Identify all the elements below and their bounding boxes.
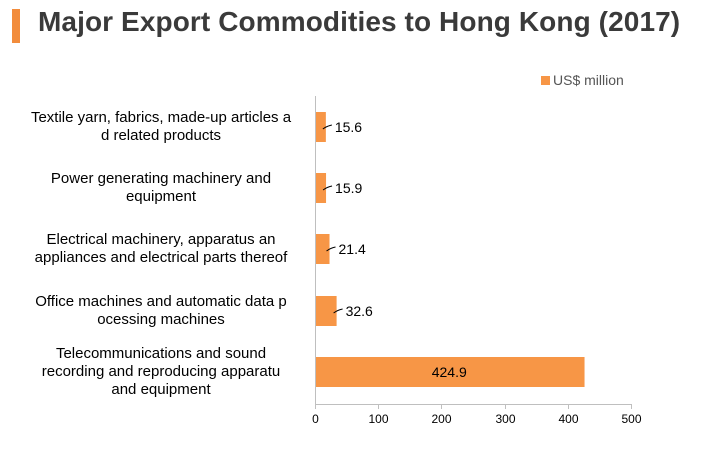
x-tick-label: 300 bbox=[495, 412, 515, 426]
legend-swatch bbox=[541, 75, 550, 85]
category-label: Office machines and automatic data p oces… bbox=[35, 293, 287, 328]
bar bbox=[316, 296, 337, 326]
data-label: 424.9 bbox=[432, 364, 467, 380]
category-label: Telecommunications and sound recording an… bbox=[41, 345, 281, 398]
legend-label: US$ million bbox=[553, 72, 624, 88]
data-label-leader bbox=[322, 124, 332, 130]
title-accent-bar bbox=[12, 9, 20, 43]
legend: US$ million bbox=[541, 72, 624, 88]
data-label: 21.4 bbox=[339, 241, 366, 257]
bar bbox=[316, 234, 330, 264]
x-tick-label: 400 bbox=[558, 412, 578, 426]
data-label-leader bbox=[326, 246, 336, 252]
bar bbox=[316, 112, 326, 142]
chart-title: Major Export Commodities to Hong Kong (2… bbox=[38, 6, 681, 37]
data-label: 15.6 bbox=[335, 119, 362, 135]
x-tick-label: 500 bbox=[621, 412, 641, 426]
x-tick-label: 200 bbox=[431, 412, 451, 426]
data-label-leader bbox=[333, 308, 343, 314]
category-label: Electrical machinery, apparatus an appli… bbox=[34, 231, 288, 266]
bar bbox=[316, 173, 327, 203]
data-label-leader bbox=[322, 185, 333, 191]
x-tick-label: 0 bbox=[312, 412, 319, 426]
bar bbox=[316, 357, 585, 387]
data-label: 15.9 bbox=[335, 180, 362, 196]
data-label: 32.6 bbox=[346, 303, 373, 319]
category-label: Power generating machinery and equipment bbox=[50, 170, 272, 205]
category-label: Textile yarn, fabrics, made-up articles … bbox=[30, 109, 292, 144]
x-tick-label: 100 bbox=[368, 412, 388, 426]
